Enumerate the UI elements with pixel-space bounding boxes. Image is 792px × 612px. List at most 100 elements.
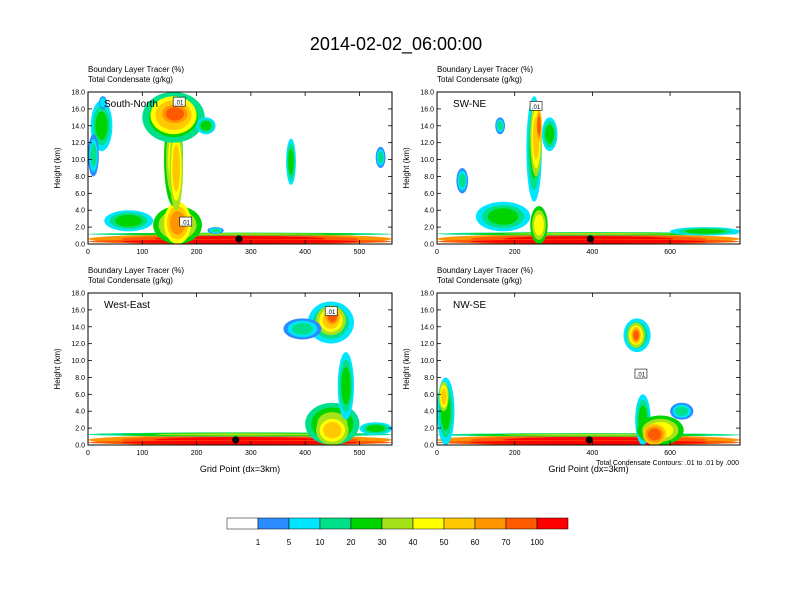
y-tick-label: 4.0 [424,409,434,416]
field-fill [88,301,392,445]
panel-label: South-North [104,99,158,110]
y-tick-label: 10.0 [71,358,85,365]
panel-sw-ne: .01 0.0 2.0 4.0 6.0 8.0 10.0 12.0 14.0 16.0 18.0 0 2… [402,65,741,256]
panel-west-east: .01 0.0 2.0 4.0 6.0 8.0 10.0 12.0 14.0 16.0 18.0 0 1… [53,266,393,474]
contour-fill [115,214,143,227]
colorbar-label: 30 [378,538,387,547]
y-tick-label: 6.0 [424,191,434,198]
contour-fill [366,424,385,433]
contour-fill [675,406,689,416]
x-tick-label: 0 [86,450,90,457]
location-marker [585,436,593,444]
colorbar-swatch [257,517,290,530]
contour-label-box [172,96,186,107]
y-tick-label: 8.0 [75,375,85,382]
plot-frame [87,91,393,245]
y-tick-label: 4.0 [75,208,85,215]
colorbar-swatch [288,517,321,530]
x-tick-label: 200 [509,249,521,256]
y-axis-label: Height (km) [53,348,62,390]
colorbar-swatch [443,517,476,530]
x-tick-label: 0 [435,450,439,457]
colorbar-swatch [226,517,259,530]
colorbar-label: 50 [440,538,449,547]
x-tick-label: 200 [191,249,203,256]
colorbar-swatch [381,517,414,530]
contour-fill [441,388,447,405]
y-tick-label: 18.0 [420,291,434,298]
field-label: Total Condensate (g/kg) [437,75,522,84]
contour-fill [288,148,294,175]
x-axis-label: Grid Point (dx=3km) [548,464,628,474]
y-tick-label: 8.0 [75,174,85,181]
contour-label-box [529,101,543,111]
contour-label: .01 [182,221,191,227]
y-tick-label: 0.0 [424,242,434,249]
y-tick-label: 18.0 [71,291,85,298]
panels: .01 .01 0.0 2.0 4.0 6.0 8.0 10.0 12.0 14.0 16.0 18.… [53,65,741,474]
y-tick-label: 18.0 [420,90,434,97]
field-label: Total Condensate (g/kg) [88,75,173,84]
x-tick-label: 200 [509,450,521,457]
x-tick-label: 400 [299,450,311,457]
contour-fill [377,151,384,164]
x-tick-label: 100 [136,450,148,457]
panel-label: NW-SE [453,300,486,311]
contour-fill [341,366,351,405]
x-tick-label: 400 [299,249,311,256]
y-tick-label: 12.0 [71,341,85,348]
contour-fill [154,433,326,436]
y-tick-label: 18.0 [71,90,85,97]
contour-fill [291,322,314,335]
field-label: Boundary Layer Tracer (%) [437,65,533,74]
contour-fill [503,232,674,235]
contour-fill [545,124,555,144]
contour-label: .01 [532,105,541,111]
x-tick-label: 500 [354,249,366,256]
field-label: Boundary Layer Tracer (%) [88,266,184,275]
contour-fill [172,144,181,192]
contour-fill [685,228,725,234]
contour-fill [99,97,107,108]
y-tick-label: 12.0 [420,140,434,147]
plot-frame [436,91,741,245]
y-tick-label: 12.0 [71,140,85,147]
colorbar-swatch [505,517,538,530]
x-tick-label: 500 [354,450,366,457]
field-label: Total Condensate (g/kg) [437,276,522,285]
panel-label: SW-NE [453,99,486,110]
y-tick-label: 6.0 [75,191,85,198]
y-tick-label: 8.0 [424,375,434,382]
y-tick-label: 10.0 [71,157,85,164]
location-marker [586,235,595,243]
colorbar-label: 40 [409,538,418,547]
contour-fill [95,111,108,140]
x-tick-label: 0 [86,249,90,256]
contour-label: .01 [327,310,336,316]
y-tick-label: 6.0 [75,392,85,399]
contour-label-box [634,368,648,379]
colorbar-label: 5 [287,538,292,547]
x-tick-label: 300 [245,249,257,256]
y-tick-label: 2.0 [75,225,85,232]
y-tick-label: 16.0 [71,307,85,314]
location-marker [235,235,243,243]
colorbar-label: 100 [530,538,544,547]
contour-fill [503,433,674,436]
contour-footnote: Total Condensate Contours: .01 to .01 by… [596,460,739,467]
contour-fill [487,208,519,225]
contour-fill [633,330,639,340]
plot-frame [436,292,741,446]
contour-fill [497,121,503,131]
y-axis-label: Height (km) [53,147,62,189]
plot-frame [87,292,393,446]
panel-nw-se: .01 0.0 2.0 4.0 6.0 8.0 10.0 12.0 14.0 16.0 18.0 0 2… [402,266,741,474]
y-tick-label: 2.0 [424,426,434,433]
x-tick-label: 600 [664,249,676,256]
y-tick-label: 16.0 [420,307,434,314]
y-tick-label: 6.0 [424,392,434,399]
y-tick-label: 8.0 [424,174,434,181]
x-tick-label: 0 [435,249,439,256]
contour-fill [200,121,212,131]
colorbar-label: 20 [347,538,356,547]
